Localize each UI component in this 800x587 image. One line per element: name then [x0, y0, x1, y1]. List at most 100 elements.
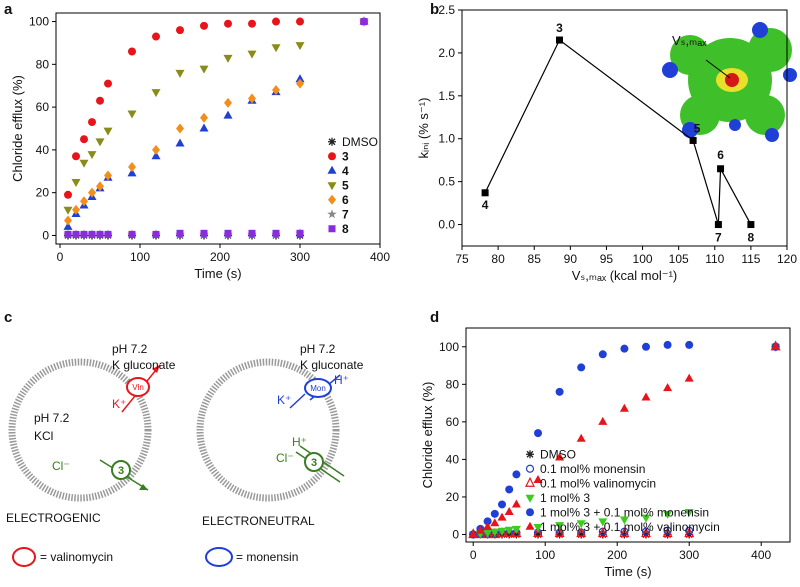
legend-label: 4 [342, 164, 349, 178]
label: Cl⁻ [52, 459, 70, 473]
marker [555, 522, 565, 531]
marker [468, 529, 478, 538]
plot-frame [461, 9, 788, 247]
marker [533, 523, 543, 532]
marker [104, 230, 112, 238]
marker [175, 69, 185, 78]
marker [72, 230, 80, 238]
marker [619, 516, 629, 525]
marker [127, 168, 137, 177]
legend-label: 0.1 mol% monensin [540, 462, 645, 476]
marker [642, 342, 650, 351]
plot-frame [465, 327, 791, 543]
x-tick-label: 75 [455, 252, 469, 266]
marker [128, 162, 136, 172]
marker [490, 528, 500, 537]
diagram-labels: pH 7.2 K gluconate pH 7.2 KCl Vln K⁺ Cl⁻… [6, 342, 364, 564]
x-tick-label: 0 [57, 250, 64, 264]
marker [620, 344, 629, 353]
label: pH 7.2 [112, 342, 148, 356]
marker [497, 527, 507, 536]
marker [200, 21, 208, 30]
marker [88, 230, 96, 238]
y-tick-label: 80 [36, 57, 50, 71]
label: 3 [118, 465, 124, 477]
marker [534, 429, 542, 438]
marker [152, 144, 160, 155]
marker [272, 229, 280, 237]
marker [103, 127, 113, 136]
marker [497, 527, 507, 538]
label: H⁺ [292, 435, 307, 449]
legend-marker [526, 508, 534, 517]
marker [598, 416, 608, 425]
marker [104, 170, 112, 181]
legend-label: 1 mol% 3 + 0.1 mol% monensin [540, 505, 709, 519]
x-tick-label: 100 [535, 548, 555, 562]
label: Cl⁻ [276, 451, 294, 465]
marker [597, 527, 608, 538]
marker [199, 123, 209, 132]
marker [533, 475, 543, 484]
marker [684, 508, 694, 517]
marker [295, 74, 305, 83]
legend-marker [327, 182, 337, 191]
marker [598, 350, 607, 359]
marker [689, 136, 697, 144]
marker [360, 18, 368, 26]
marker [296, 229, 304, 237]
legend-label: 8 [342, 222, 349, 236]
y-tick-label: 80 [446, 377, 460, 391]
marker [272, 85, 280, 95]
marker [490, 509, 499, 518]
legend-label: 1 mol% 3 [540, 491, 590, 505]
marker [663, 383, 673, 392]
marker [771, 341, 781, 350]
label: pH 7.2 [34, 411, 70, 425]
x-axis-title: Vₛ,ₘₐₓ (kcal mol⁻¹) [572, 268, 677, 283]
marker [63, 206, 73, 215]
marker [489, 528, 500, 539]
marker [104, 79, 112, 88]
marker [95, 138, 105, 147]
marker [200, 229, 208, 237]
marker [747, 221, 755, 229]
y-axis-title: Chloride efflux (%) [10, 75, 25, 182]
marker [475, 525, 485, 534]
marker [176, 123, 184, 134]
marker [555, 387, 564, 396]
x-tick-label: 400 [370, 250, 390, 264]
marker [224, 97, 232, 108]
marker [151, 89, 161, 98]
legend-label: 3 [342, 149, 349, 163]
panel-letter: b [430, 1, 439, 18]
y-tick-label: 100 [29, 15, 49, 29]
legend-marker [525, 476, 535, 487]
label: KCl [34, 429, 53, 443]
series-line [484, 39, 752, 225]
marker [512, 470, 521, 479]
marker [684, 527, 695, 538]
marker [598, 518, 608, 527]
marker [247, 50, 257, 59]
x-tick-label: 115 [741, 252, 760, 266]
y-axis-title: kᵢₙᵢ (% s⁻¹) [416, 98, 431, 159]
marker [96, 96, 104, 105]
marker [534, 530, 542, 539]
legend-label: DMSO [540, 447, 576, 461]
y-axis-title: Chloride efflux (%) [420, 382, 435, 489]
marker [554, 527, 565, 538]
marker [490, 518, 500, 527]
marker [556, 36, 563, 44]
x-tick-label: 300 [679, 548, 699, 562]
x-tick-label: 400 [751, 548, 771, 562]
x-tick-label: 100 [130, 250, 150, 264]
legend-marker [327, 209, 337, 219]
panel-letter: c [4, 309, 12, 326]
marker [684, 373, 694, 382]
marker [80, 135, 88, 144]
point-label: 3 [556, 21, 563, 35]
point-label: 5 [694, 121, 701, 135]
x-tick-label: 85 [528, 252, 542, 266]
